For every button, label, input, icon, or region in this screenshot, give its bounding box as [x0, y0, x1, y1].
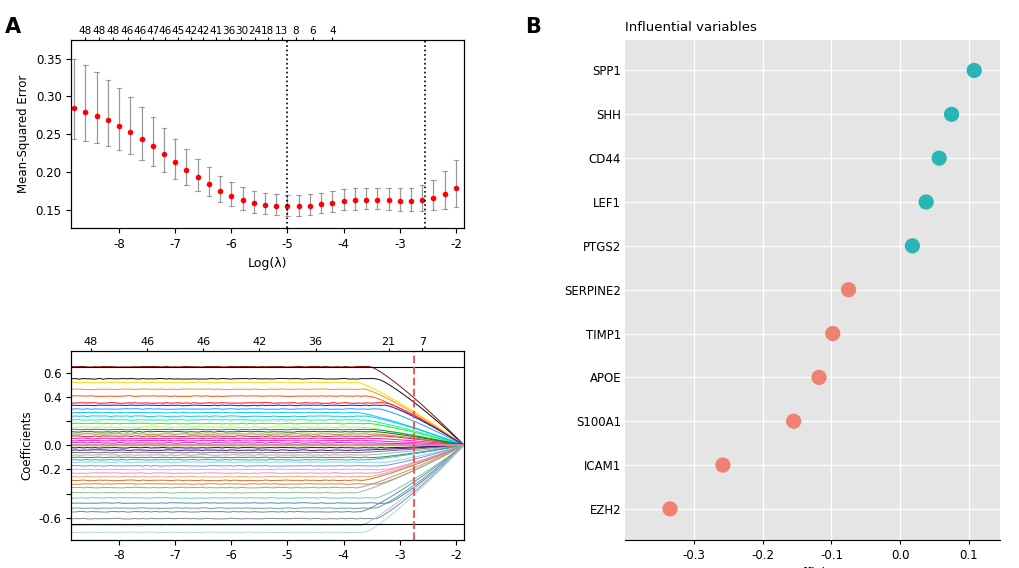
X-axis label: Coefficient: Coefficient — [777, 567, 846, 568]
Point — [714, 461, 731, 470]
Y-axis label: Coefficients: Coefficients — [20, 411, 33, 480]
Point — [917, 198, 933, 207]
Point — [661, 504, 678, 513]
Point — [904, 241, 920, 250]
Point — [930, 153, 947, 162]
X-axis label: Log(λ): Log(λ) — [248, 257, 287, 270]
Y-axis label: Mean-Squared Error: Mean-Squared Error — [17, 75, 31, 193]
Text: B: B — [525, 17, 541, 37]
Point — [810, 373, 826, 382]
Point — [823, 329, 840, 338]
Text: A: A — [5, 17, 21, 37]
Point — [943, 110, 959, 119]
Point — [785, 417, 801, 426]
Point — [965, 66, 981, 75]
Text: Influential variables: Influential variables — [625, 22, 756, 35]
Point — [840, 285, 856, 294]
